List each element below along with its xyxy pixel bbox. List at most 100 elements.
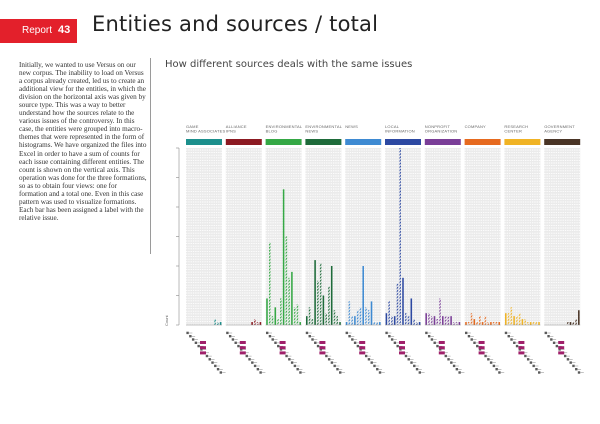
bar: [569, 322, 572, 325]
issue-badge: [558, 351, 565, 355]
bar: [498, 322, 500, 325]
bar: [450, 316, 452, 325]
issue-label-marker: [410, 361, 413, 364]
bar: [322, 295, 325, 325]
issue-label-marker: [351, 338, 354, 341]
issue-badge: [478, 346, 485, 350]
issue-label-marker: [353, 341, 357, 344]
bar: [354, 316, 356, 325]
issue-label-marker: [348, 335, 351, 338]
issue-label-marker: [279, 348, 283, 351]
bar: [479, 316, 481, 325]
issue-label-marker: [228, 335, 232, 338]
issue-label-marker: [547, 335, 550, 338]
issue-label-marker: [367, 358, 371, 361]
issue-label-marker: [327, 358, 331, 361]
bar: [317, 280, 319, 325]
bar: [330, 266, 333, 325]
issue-badge: [319, 346, 326, 350]
bar: [527, 322, 529, 325]
category-header-bar: [345, 139, 382, 145]
issue-label-marker: [513, 341, 516, 344]
issue-label-marker: [253, 364, 257, 368]
bar: [521, 319, 524, 325]
bar: [532, 322, 535, 325]
bar: [339, 322, 341, 325]
bar: [455, 322, 458, 325]
bar: [447, 316, 450, 325]
bar: [490, 322, 492, 325]
issue-label-marker: [296, 368, 299, 371]
bar: [376, 322, 378, 325]
issue-badge: [518, 346, 525, 350]
issue-label-marker: [425, 331, 428, 335]
bar: [566, 322, 569, 325]
bar: [299, 322, 301, 325]
bar: [470, 313, 473, 325]
bar: [288, 277, 290, 325]
issue-label-marker: [197, 344, 200, 348]
bar: [404, 313, 407, 325]
issue-label-marker: [436, 344, 439, 348]
bar: [476, 322, 478, 325]
issue-label-marker: [492, 364, 496, 368]
bar: [575, 319, 577, 325]
category-label: GOVERNMENT AGENCY: [544, 124, 575, 134]
bar: [370, 301, 373, 325]
issue-label-marker: [336, 368, 339, 371]
issue-label-marker: [208, 358, 211, 361]
issue-label-marker: [274, 341, 277, 344]
column-divider: [150, 58, 151, 254]
bar: [518, 313, 521, 325]
issue-label-marker: [510, 338, 513, 341]
issue-label-marker: [444, 354, 447, 358]
issue-label-marker: [489, 361, 493, 364]
issue-label-marker: [529, 361, 533, 364]
issue-badge: [239, 351, 246, 355]
issue-label-marker: [487, 358, 490, 361]
issue-label-marker: [359, 348, 362, 351]
bar: [391, 316, 393, 325]
bar: [535, 322, 538, 325]
issue-label-marker: [470, 338, 473, 341]
bar: [251, 322, 253, 325]
category-label: ENVIRONMENTAL BLOG: [266, 124, 303, 134]
category-label: LOCAL INFORMATION: [385, 124, 415, 134]
issue-label-marker: [285, 354, 288, 358]
issue-label-marker: [271, 338, 274, 341]
issue-label-marker: [259, 371, 262, 374]
issue-label-marker: [507, 335, 510, 338]
issue-badge: [319, 351, 326, 355]
issue-label-marker: [430, 338, 434, 341]
issue-badge: [200, 351, 206, 355]
issue-label-marker: [277, 344, 280, 348]
issue-label-marker: [433, 341, 436, 344]
bar: [282, 189, 285, 325]
bar: [524, 319, 526, 325]
bar: [436, 319, 439, 325]
issue-label-marker: [265, 331, 269, 335]
issue-label-marker: [325, 354, 328, 358]
category-header-bar: [464, 139, 501, 145]
category-label: COMPANY: [465, 124, 486, 129]
bar: [529, 322, 532, 325]
issue-label-marker: [205, 354, 209, 358]
issue-label-marker: [458, 371, 461, 374]
issue-label-marker: [370, 361, 373, 364]
issue-label-marker: [308, 335, 311, 338]
issue-label-marker: [404, 354, 408, 358]
category-label: ALLIANCE IPNS: [226, 124, 247, 134]
bar: [280, 298, 282, 325]
bar: [219, 322, 222, 325]
issue-label-marker: [575, 368, 578, 371]
issue-label-marker: [330, 361, 334, 364]
category-label: ENVIRONMENTAL NEWS: [305, 124, 342, 134]
bar: [495, 322, 498, 325]
bar: [293, 307, 296, 325]
issue-label-marker: [476, 344, 479, 348]
bar: [425, 313, 427, 325]
issue-label-marker: [314, 341, 317, 344]
bar: [365, 307, 367, 325]
bar: [308, 307, 311, 325]
issue-label-marker: [194, 341, 198, 344]
